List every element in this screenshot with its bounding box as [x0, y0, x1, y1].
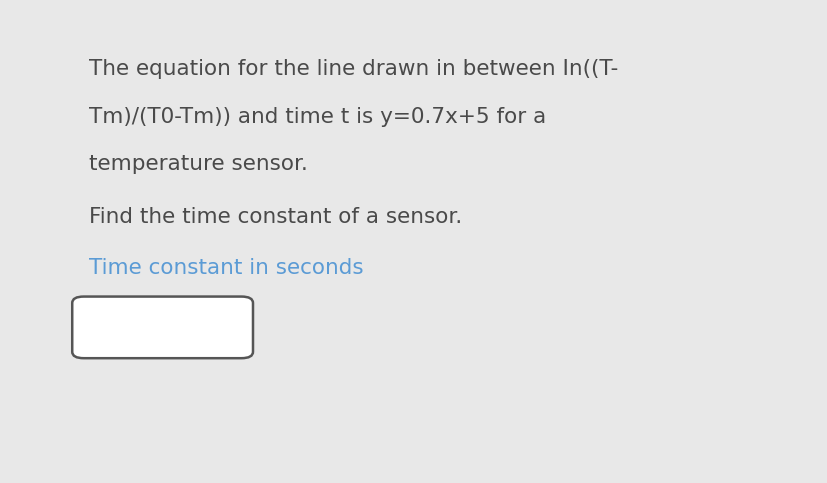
Text: Time constant in seconds: Time constant in seconds: [89, 258, 363, 278]
Text: Find the time constant of a sensor.: Find the time constant of a sensor.: [89, 207, 461, 227]
Text: The equation for the line drawn in between In((T-: The equation for the line drawn in betwe…: [89, 58, 618, 79]
Text: Tm)/(T0-Tm)) and time t is y=0.7x+5 for a: Tm)/(T0-Tm)) and time t is y=0.7x+5 for …: [89, 107, 546, 128]
FancyBboxPatch shape: [72, 297, 253, 358]
Text: temperature sensor.: temperature sensor.: [89, 154, 308, 174]
